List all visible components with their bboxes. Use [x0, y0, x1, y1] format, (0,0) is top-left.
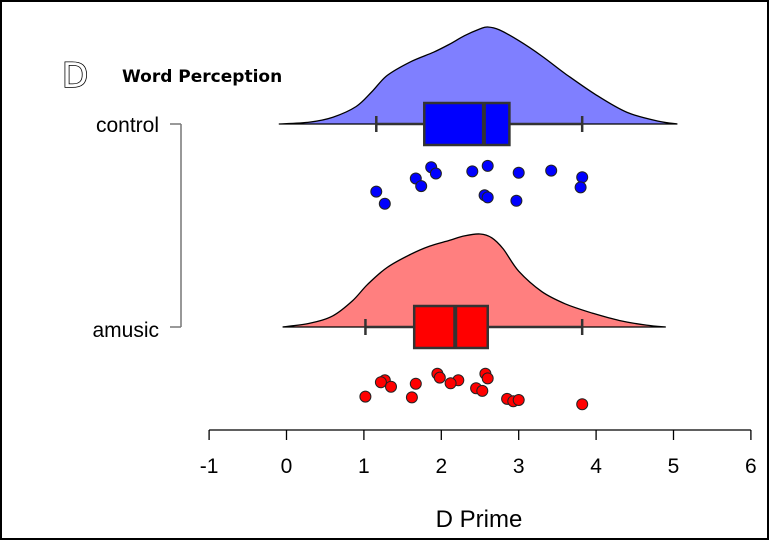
- data-points: [359, 159, 589, 411]
- data-point-control: [481, 159, 494, 172]
- x-axis: -1 0 1 2 3 4 5 6: [200, 429, 757, 478]
- x-tick-label: 6: [745, 455, 757, 478]
- box-plot-control: [375, 101, 584, 147]
- data-point-amusic: [476, 384, 489, 397]
- data-point-control: [574, 181, 587, 194]
- data-point-amusic: [512, 394, 525, 406]
- density-cloud-control: [278, 26, 678, 125]
- data-point-control: [370, 185, 383, 198]
- data-point-amusic: [481, 372, 494, 385]
- panel-letter: D: [62, 56, 88, 96]
- density-cloud-amusic: [282, 233, 666, 328]
- x-tick-label: 0: [281, 455, 293, 478]
- x-tick-label: 3: [513, 455, 525, 478]
- data-point-amusic: [576, 398, 589, 411]
- data-point-amusic: [409, 377, 422, 390]
- x-tick-label: 5: [668, 455, 680, 478]
- y-axis-bracket: [170, 123, 182, 328]
- box-plots: [364, 101, 584, 350]
- data-point-control: [415, 180, 428, 193]
- box-plot-amusic: [364, 304, 584, 350]
- data-point-control: [512, 166, 525, 179]
- data-point-control: [466, 165, 479, 178]
- data-point-control: [481, 191, 494, 204]
- iqr-box-amusic: [412, 304, 489, 350]
- data-point-control: [429, 167, 442, 180]
- x-tick-label: 2: [435, 455, 447, 478]
- data-point-amusic: [433, 371, 446, 384]
- data-point-control: [545, 164, 558, 177]
- density-clouds: [278, 26, 678, 328]
- data-point-control: [510, 194, 523, 207]
- data-point-amusic: [359, 390, 372, 403]
- group-label-control: control: [96, 114, 159, 137]
- x-axis-label: D Prime: [436, 506, 523, 533]
- data-point-amusic: [444, 377, 457, 390]
- chart-title: Word Perception: [122, 67, 282, 87]
- data-point-amusic: [405, 391, 418, 404]
- data-point-amusic: [385, 380, 397, 393]
- x-tick-label: -1: [200, 455, 219, 478]
- x-tick-label: 1: [358, 455, 370, 478]
- data-point-amusic: [374, 376, 387, 389]
- x-tick-label: 4: [590, 455, 602, 478]
- iqr-box-control: [423, 101, 511, 147]
- data-point-control: [576, 171, 589, 184]
- group-label-amusic: amusic: [92, 319, 159, 342]
- data-point-control: [378, 197, 391, 210]
